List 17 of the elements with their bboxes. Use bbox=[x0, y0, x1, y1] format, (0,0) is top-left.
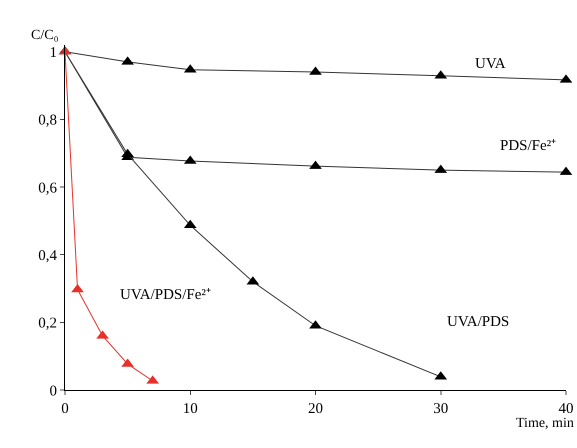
x-tick-label: 10 bbox=[182, 401, 198, 417]
x-axis-title: Time, min bbox=[516, 416, 574, 431]
x-tick-label: 20 bbox=[308, 401, 323, 417]
x-tick-label: 30 bbox=[433, 401, 448, 417]
y-tick-label: 0,6 bbox=[38, 180, 58, 196]
x-tick-label: 40 bbox=[558, 401, 574, 417]
y-tick-label: 0,2 bbox=[38, 316, 57, 332]
series-label: UVA bbox=[475, 56, 506, 72]
y-tick-label: 0,8 bbox=[38, 112, 57, 129]
y-tick-label: 0 bbox=[50, 383, 57, 400]
x-tick-label: 0 bbox=[61, 401, 69, 417]
series-label: PDS/Fe²⁺ bbox=[500, 138, 556, 154]
text: UVA/PDS/Fe²⁺ bbox=[120, 287, 211, 303]
y-tick-label: 1 bbox=[50, 45, 57, 62]
y-axis-title: C/C₀ bbox=[31, 28, 59, 43]
text: UVA/PDS bbox=[447, 314, 510, 330]
y-tick-label: 0,4 bbox=[38, 248, 58, 264]
